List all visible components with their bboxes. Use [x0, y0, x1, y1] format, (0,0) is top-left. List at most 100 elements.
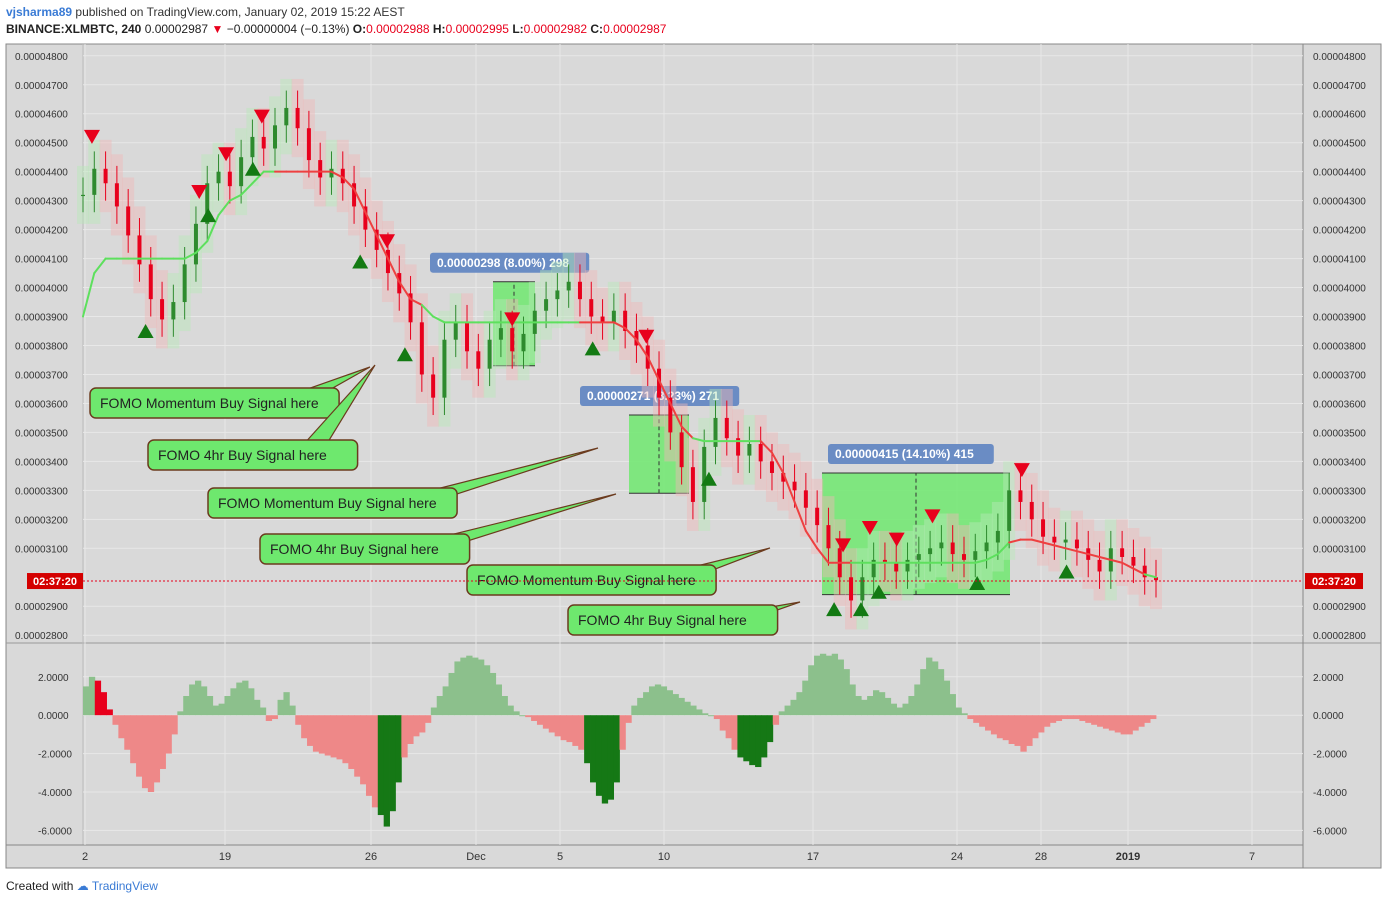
candle-body	[103, 168, 108, 184]
moving-average-line	[82, 170, 1157, 579]
buy-triangle-icon	[870, 584, 887, 599]
candle-body	[803, 490, 808, 508]
osc-bar	[990, 715, 998, 735]
osc-bar	[831, 653, 839, 716]
candle-body	[137, 235, 142, 265]
osc-bar	[902, 703, 909, 716]
left-y-tick-label: 0.00003700	[15, 370, 68, 381]
left-countdown-bg	[27, 573, 83, 590]
author-link[interactable]: vjsharma89	[6, 5, 73, 19]
osc-bar	[560, 715, 567, 741]
ma-segment	[624, 327, 638, 341]
candle-body	[736, 438, 741, 456]
left-y-tick-label: 0.00003800	[15, 342, 68, 353]
candle-body	[916, 554, 921, 560]
left-y-tick-label: 0.00004800	[15, 52, 68, 63]
left-y-tick-label: 0.00003300	[15, 486, 68, 497]
symbol-name: BINANCE:XLMBTC, 240	[6, 22, 142, 36]
osc-bar	[489, 672, 497, 716]
buy-triangle-icon	[700, 471, 717, 486]
osc-bar	[324, 715, 332, 756]
candle-body	[487, 339, 492, 369]
candle-body	[92, 168, 97, 195]
osc-bar	[707, 715, 715, 717]
left-osc-tick-label: -2.0000	[38, 750, 72, 761]
osc-bar	[525, 715, 532, 718]
candle-body	[1074, 539, 1079, 549]
buy-triangle-icon	[352, 254, 369, 269]
close-label: C:	[590, 22, 604, 36]
candle-body	[589, 299, 594, 317]
measure-label: 0.00000271 (8.23%) 271	[587, 389, 719, 403]
ma-segment	[1143, 573, 1157, 579]
right-y-tick-label: 0.00004300	[1313, 197, 1366, 208]
sell-triangle-icon	[504, 312, 521, 327]
osc-bar	[719, 715, 727, 731]
candle-body	[882, 559, 887, 563]
callout-text: FOMO Momentum Buy Signal here	[218, 495, 437, 511]
candle-body	[860, 577, 865, 601]
osc-bar	[242, 680, 249, 716]
osc-bar	[926, 657, 933, 716]
axes: 2 19 26 Dec 5 10 17 24 28 2019 7 0.00004800 0.000048…	[15, 52, 1366, 863]
callout-text: FOMO Momentum Buy Signal here	[477, 572, 696, 588]
osc-bar	[1067, 715, 1074, 720]
price-candles	[77, 78, 1162, 630]
osc-bar	[1049, 715, 1057, 723]
osc-bar	[1014, 715, 1021, 746]
osc-bar	[94, 680, 102, 716]
osc-bar	[1097, 715, 1104, 727]
osc-bar	[1138, 715, 1145, 727]
x-tick-label: 28	[1035, 851, 1047, 863]
osc-bar	[354, 715, 361, 777]
right-y-tick-label: 0.00004700	[1313, 81, 1366, 92]
ma-segment	[1064, 547, 1078, 553]
left-y-tick-label: 0.00003100	[15, 544, 68, 555]
osc-bar	[1144, 715, 1151, 723]
high-value: 0.00002995	[445, 22, 509, 36]
osc-bar	[1150, 715, 1157, 720]
osc-bar	[760, 715, 768, 758]
callout-box	[207, 487, 458, 519]
right-osc-tick-label: -6.0000	[1313, 826, 1347, 837]
osc-bar	[660, 686, 668, 716]
osc-bar	[136, 715, 143, 777]
osc-bar	[843, 669, 850, 716]
last-price: 0.00002987	[144, 22, 209, 36]
osc-bar	[796, 692, 803, 716]
osc-bar	[124, 715, 131, 750]
open-value: 0.00002988	[366, 22, 430, 36]
osc-bar	[224, 696, 231, 716]
osc-bar	[601, 715, 609, 804]
candle-body	[1142, 565, 1147, 578]
candle-body	[352, 183, 357, 207]
osc-bar	[472, 657, 479, 716]
ma-segment	[375, 234, 389, 260]
candle-body	[905, 559, 910, 572]
candle-body	[657, 368, 662, 398]
osc-bar	[1073, 715, 1080, 720]
osc-bar	[908, 696, 915, 716]
candle-body	[284, 107, 289, 126]
osc-bar	[289, 705, 296, 716]
candle-body	[182, 264, 187, 303]
tradingview-brand-link[interactable]: TradingView	[91, 879, 158, 893]
osc-bar	[253, 699, 261, 716]
ma-segment	[398, 280, 412, 301]
candle-body	[1007, 490, 1012, 531]
footer: Created with ☁ TradingView	[6, 879, 158, 893]
candle-body	[769, 461, 774, 473]
candle-body	[340, 168, 345, 184]
ma-segment	[793, 500, 807, 532]
x-tick-label: Dec	[466, 851, 486, 863]
candle-body	[385, 249, 390, 274]
candle-body	[792, 481, 797, 491]
candle-body	[374, 229, 379, 250]
osc-bar	[802, 680, 809, 716]
osc-bar	[778, 711, 785, 716]
ma-segment	[1121, 561, 1135, 570]
callout-text: FOMO 4hr Buy Signal here	[158, 447, 327, 463]
osc-bar	[1026, 715, 1033, 746]
candle-body	[849, 577, 854, 601]
